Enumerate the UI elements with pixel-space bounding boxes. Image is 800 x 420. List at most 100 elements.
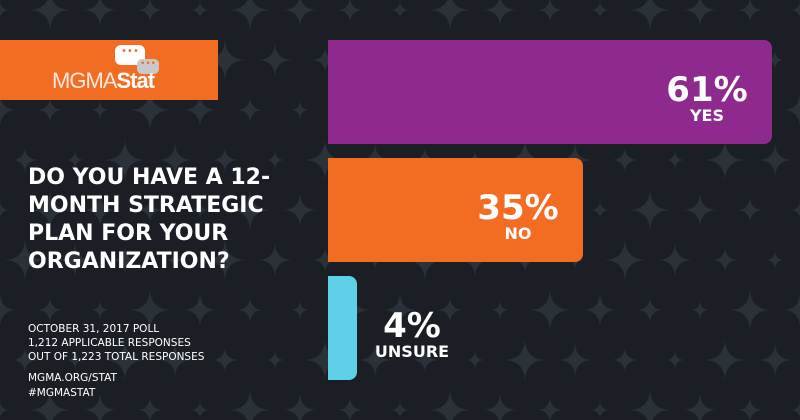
star-shape: [428, 0, 472, 32]
star-shape: [682, 192, 718, 228]
star-shape: [236, 96, 264, 124]
star-shape: [0, 0, 10, 20]
star-shape: [228, 188, 272, 232]
star-shape: [3, 238, 47, 282]
star-shape: [390, 400, 410, 420]
star-shape: [0, 400, 10, 420]
star-shape: [765, 50, 785, 70]
star-shape: [65, 150, 85, 170]
star-shape: [128, 88, 172, 132]
star-shape: [590, 0, 610, 20]
star-shape: [157, 142, 193, 178]
star-shape: [790, 400, 800, 420]
star-shape: [665, 150, 685, 170]
star-shape: [790, 0, 800, 20]
star-shape: [728, 288, 772, 332]
star-shape: [65, 350, 85, 370]
star-shape: [111, 246, 139, 274]
star-shape: [303, 338, 347, 382]
star-shape: [736, 396, 764, 420]
star-shape: [757, 142, 793, 178]
star-shape: [736, 196, 764, 224]
star-shape: [11, 146, 39, 174]
star-shape: [182, 92, 218, 128]
star-shape: [211, 346, 239, 374]
answer-label: UNSURE: [374, 342, 450, 361]
star-shape: [736, 0, 764, 24]
star-shape: [636, 296, 664, 324]
star-shape: [228, 388, 272, 420]
star-shape: [190, 200, 210, 220]
data-label-yes: 61% YES: [647, 72, 767, 124]
star-shape: [265, 350, 285, 370]
star-shape: [590, 400, 610, 420]
star-shape: [265, 150, 285, 170]
star-shape: [582, 292, 618, 328]
star-shape: [290, 100, 310, 120]
star-shape: [536, 396, 564, 420]
star-shape: [765, 250, 785, 270]
star-shape: [282, 192, 318, 228]
bar-unsure: [328, 276, 357, 380]
star-shape: [103, 138, 147, 182]
logo-band: [0, 40, 218, 100]
poll-date: OCTOBER 31, 2017 POLL: [28, 323, 160, 335]
star-shape: [482, 0, 518, 28]
star-shape: [182, 292, 218, 328]
star-shape: [336, 0, 364, 24]
star-shape: [311, 46, 339, 74]
chat-bubble-icon: •••: [137, 59, 159, 74]
star-shape: [628, 0, 672, 32]
star-shape: [590, 200, 610, 220]
star-shape: [528, 288, 572, 332]
website-link[interactable]: MGMA.ORG/STAT: [28, 372, 117, 384]
star-shape: [28, 0, 72, 32]
star-shape: [628, 188, 672, 232]
star-shape: [490, 300, 510, 320]
mgma-stat-logo: MGMAStat: [52, 68, 155, 93]
star-shape: [428, 388, 472, 420]
star-shape: [165, 250, 185, 270]
star-shape: [436, 296, 464, 324]
star-shape: [611, 346, 639, 374]
star-shape: [382, 292, 418, 328]
percent-label: 4%: [383, 306, 441, 346]
poll-meta: OCTOBER 31, 2017 POLL 1,212 APPLICABLE R…: [28, 322, 204, 364]
star-shape: [28, 388, 72, 420]
star-shape: [703, 138, 747, 182]
star-shape: [28, 188, 72, 232]
star-shape: [290, 300, 310, 320]
total-responses: OUT OF 1,223 TOTAL RESPONSES: [28, 351, 205, 363]
star-shape: [665, 350, 685, 370]
star-shape: [228, 0, 272, 32]
star-shape: [682, 392, 718, 420]
star-shape: [103, 338, 147, 382]
star-shape: [282, 0, 318, 28]
answer-label: NO: [504, 224, 532, 243]
star-shape: [203, 238, 247, 282]
star-shape: [257, 242, 293, 278]
bar-no: [328, 158, 583, 262]
star-shape: [128, 288, 172, 332]
star-shape: [411, 346, 439, 374]
star-shape: [190, 400, 210, 420]
star-shape: [0, 92, 18, 128]
star-shape: [11, 346, 39, 374]
star-shape: [303, 138, 347, 182]
star-shape: [257, 42, 293, 78]
star-shape: [36, 296, 64, 324]
star-shape: [0, 292, 18, 328]
star-shape: [211, 146, 239, 174]
star-shape: [236, 296, 264, 324]
star-shape: [90, 100, 110, 120]
star-shape: [90, 300, 110, 320]
star-shape: [57, 242, 93, 278]
links: MGMA.ORG/STAT #MGMASTAT: [28, 371, 117, 401]
star-shape: [782, 292, 800, 328]
star-shape: [782, 92, 800, 128]
star-shape: [711, 246, 739, 274]
bar-yes: [328, 40, 772, 144]
star-shape: [136, 0, 164, 24]
star-shape: [682, 0, 718, 28]
star-shape: [628, 388, 672, 420]
